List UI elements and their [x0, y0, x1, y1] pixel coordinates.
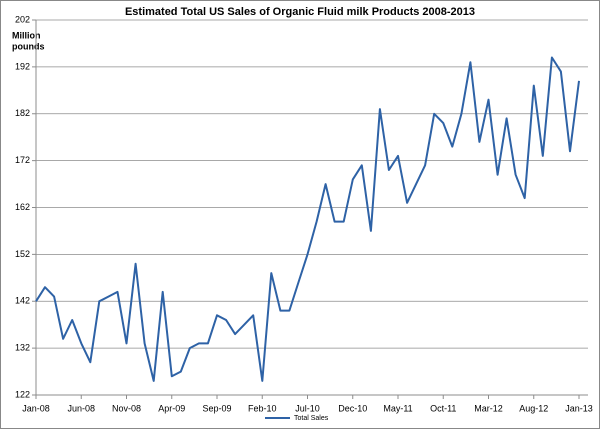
y-tick-label: 202 — [15, 14, 30, 24]
x-tick-label: Jun-08 — [67, 403, 95, 413]
y-tick-label: 152 — [15, 249, 30, 259]
x-tick-label: Mar-12 — [474, 403, 503, 413]
x-tick-label: May-11 — [383, 403, 412, 413]
x-tick-label: Jan-13 — [565, 403, 593, 413]
line-series — [35, 56, 580, 382]
x-tick-label: Aug-12 — [519, 403, 548, 413]
y-tick-label: 172 — [15, 155, 30, 165]
x-tick-label: Feb-10 — [248, 403, 277, 413]
y-axis-label: pounds — [12, 41, 45, 51]
x-tick-label: Apr-09 — [158, 403, 185, 413]
y-axis-label: Million — [12, 30, 41, 40]
y-tick-label: 122 — [15, 389, 30, 399]
x-tick-label: Jul-10 — [295, 403, 320, 413]
legend-label: Total Sales — [294, 415, 329, 422]
chart-title: Estimated Total US Sales of Organic Flui… — [125, 6, 475, 18]
x-tick-label: Dec-10 — [338, 403, 367, 413]
y-tick-label: 192 — [15, 61, 30, 71]
x-tick-label: Oct-11 — [430, 403, 456, 413]
y-tick-label: 132 — [15, 343, 30, 353]
x-tick-label: Jan-08 — [22, 403, 50, 413]
y-tick-label: 182 — [15, 108, 30, 118]
x-tick-label: Nov-08 — [112, 403, 141, 413]
y-tick-label: 142 — [15, 296, 30, 306]
y-tick-label: 162 — [15, 202, 30, 212]
x-tick-label: Sep-09 — [202, 403, 231, 413]
